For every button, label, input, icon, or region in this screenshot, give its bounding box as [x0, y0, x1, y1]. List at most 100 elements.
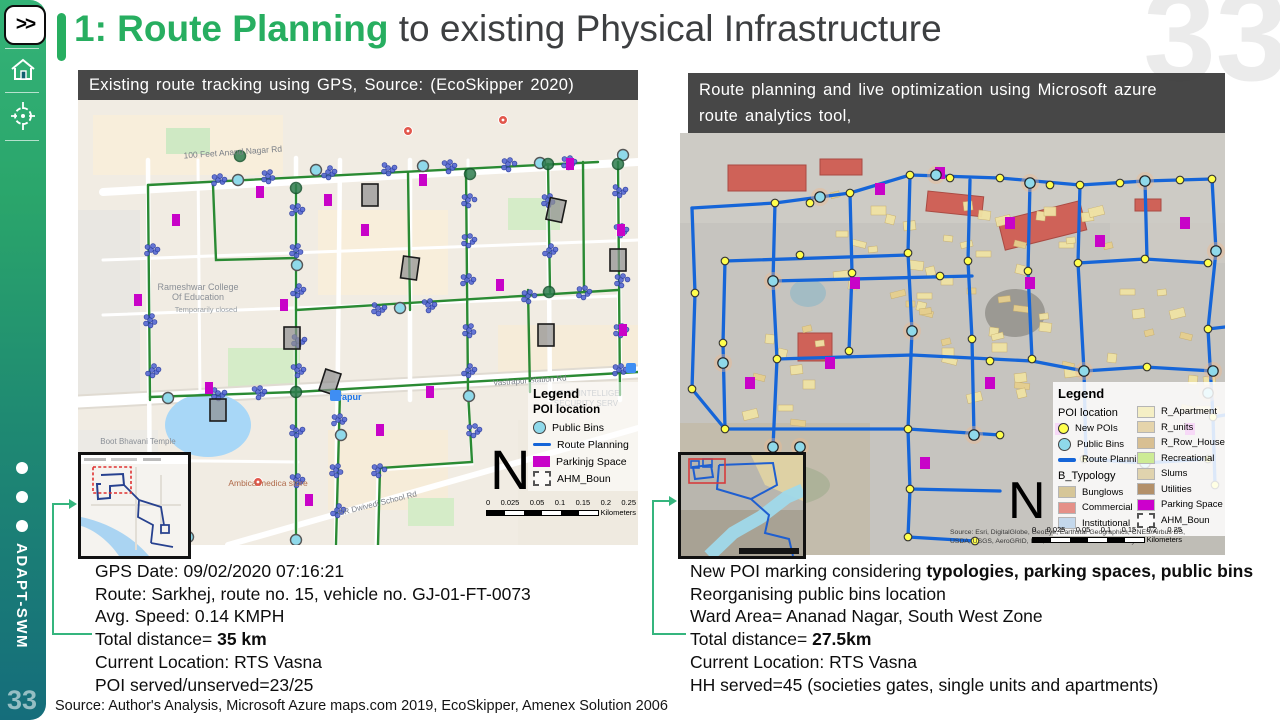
info-line: HH served=45 (societies gates, single un…: [690, 674, 1159, 695]
scale-tick: 0.025: [1046, 525, 1066, 534]
scale-tick: 0.15: [1121, 525, 1137, 534]
legend-item: Slums: [1137, 466, 1223, 482]
legend-title: Legend: [1058, 386, 1105, 401]
svg-text:Temporarily closed: Temporarily closed: [175, 305, 238, 314]
target-icon[interactable]: [9, 100, 37, 132]
title-rest: to existing Physical Infrastructure: [388, 8, 942, 49]
left-legend: Legend POI location Public Bins Route Pla…: [528, 382, 638, 491]
nav-dot[interactable]: [16, 462, 28, 474]
right-connector-line: [652, 633, 686, 635]
legend-swatch: [533, 421, 546, 434]
legend-label: Public Bins: [552, 421, 604, 434]
legend-item: Institutional: [1058, 516, 1134, 532]
legend-label: Parkinjg Space: [556, 455, 627, 468]
svg-text:Rameshwar College: Rameshwar College: [157, 282, 238, 292]
legend-item: Public Bins: [1058, 437, 1134, 453]
page-title: 1: Route Planning to existing Physical I…: [74, 8, 942, 50]
legend-label: Route Planning: [1082, 454, 1147, 466]
left-connector-line: [52, 503, 70, 505]
legend-label: Public Bins: [1077, 438, 1124, 450]
legend-swatch: [533, 442, 551, 447]
info-line: Current Location: RTS Vasna: [95, 651, 322, 672]
home-icon[interactable]: [9, 56, 37, 84]
right-inset-map: [678, 452, 806, 559]
legend-swatch: [1137, 512, 1155, 528]
legend-item: R_units: [1137, 420, 1223, 436]
scale-tick: 0.1: [554, 498, 566, 507]
legend-item: R_Row_House: [1137, 435, 1225, 451]
legend-swatch: [533, 456, 550, 467]
right-info-block: New POI marking considering typologies, …: [690, 560, 1253, 696]
legend-item: AHM_Boun: [1137, 512, 1223, 529]
legend-label: Bunglows: [1082, 486, 1124, 498]
legend-label: New POIs: [1075, 423, 1118, 435]
scale-tick: 0.15: [575, 498, 591, 507]
legend-swatch: [1137, 405, 1155, 418]
left-map-header: Existing route tracking using GPS, Sourc…: [78, 70, 638, 100]
legend-label: Route Planning: [557, 438, 629, 451]
legend-item: Route Planning: [1058, 452, 1147, 468]
scale-tick: 0: [1032, 525, 1037, 534]
legend-item: Route Planning: [533, 436, 633, 453]
info-line: Route: Sarkhej, route no. 15, vehicle no…: [95, 583, 531, 604]
left-scalebar: 0 0.025 0.05 0.1 0.15 0.2 0.25 Kilometers: [486, 498, 636, 517]
legend-label: B_Typology: [1058, 470, 1116, 482]
right-scalebar: 0 0.025 0.05 0.1 0.15 0.2 0.25 Kilometers: [1032, 525, 1182, 544]
nav-dot[interactable]: [16, 520, 28, 532]
scale-tick: 0.25: [1167, 525, 1182, 534]
legend-swatch: [1137, 452, 1155, 465]
right-connector-line: [652, 500, 654, 635]
scale-tick: 0.25: [621, 498, 636, 507]
scale-tick: 0.2: [1146, 525, 1157, 534]
legend-label: Slums: [1161, 468, 1188, 480]
legend-label: Recreational: [1161, 452, 1215, 464]
legend-title: Legend: [533, 386, 580, 401]
right-map-header: Route planning and live optimization usi…: [688, 73, 1225, 133]
svg-text:Ambica medica store: Ambica medica store: [228, 478, 308, 488]
legend-item: Parkinjg Space: [533, 453, 633, 470]
left-connector-line: [52, 633, 92, 635]
transit-icon: [626, 363, 636, 373]
title-accent-bar: [57, 13, 66, 61]
right-connector-line: [652, 500, 670, 502]
left-connector-line: [52, 503, 54, 635]
skip-button[interactable]: >>: [4, 5, 46, 45]
left-inset-map: [78, 452, 191, 559]
legend-label: R_units: [1161, 421, 1194, 433]
info-line: Total distance= 27.5km: [690, 629, 872, 650]
legend-label: POI location: [1058, 406, 1118, 419]
scale-tick: 0.2: [600, 498, 611, 507]
scale-tick: 0.1: [1100, 525, 1112, 534]
divider: [5, 92, 39, 93]
legend-swatch: [1058, 486, 1076, 499]
legend-item: Utilities: [1137, 482, 1223, 498]
scale-tick: 0.05: [529, 498, 545, 507]
legend-label: Utilities: [1161, 483, 1192, 495]
divider: [5, 140, 39, 141]
legend-swatch: [1137, 483, 1155, 496]
esri-source-line1: Source: Esri, DigitalGlobe, GeoEye, Eart…: [950, 529, 1185, 536]
left-map-markers: [134, 115, 631, 545]
right-map-header-line1: Route planning and live optimization usi…: [699, 81, 1157, 99]
svg-text:Of Education: Of Education: [172, 292, 224, 302]
sidebar: >> ADAPT-SWM 33: [0, 0, 46, 720]
nav-dot[interactable]: [16, 491, 28, 503]
slide-number: 33: [7, 685, 38, 715]
legend-item: Parking Space: [1137, 497, 1223, 513]
right-connector-arrow: [669, 496, 677, 506]
right-map-panel: Route planning and live optimization usi…: [678, 73, 1235, 559]
legend-swatch: [1137, 421, 1155, 434]
info-line: New POI marking considering typologies, …: [690, 561, 1254, 581]
legend-item: R_Apartment: [1137, 404, 1223, 420]
legend-heading: POI location: [1058, 404, 1134, 421]
legend-swatch: [1058, 517, 1076, 530]
legend-swatch: [1058, 437, 1071, 451]
left-info-block: GPS Date: 09/02/2020 07:16:21 Route: Sark…: [95, 560, 531, 696]
scale-tick: 0: [486, 498, 491, 507]
info-line: Current Location: RTS Vasna: [690, 651, 917, 672]
brand-label: ADAPT-SWM: [13, 543, 30, 649]
legend-label: AHM_Boun: [557, 472, 611, 485]
nav-dots[interactable]: [16, 462, 28, 532]
info-line: Ward Area= Ananad Nagar, South West Zone: [690, 606, 1043, 627]
legend-label: R_Row_House: [1161, 437, 1225, 449]
